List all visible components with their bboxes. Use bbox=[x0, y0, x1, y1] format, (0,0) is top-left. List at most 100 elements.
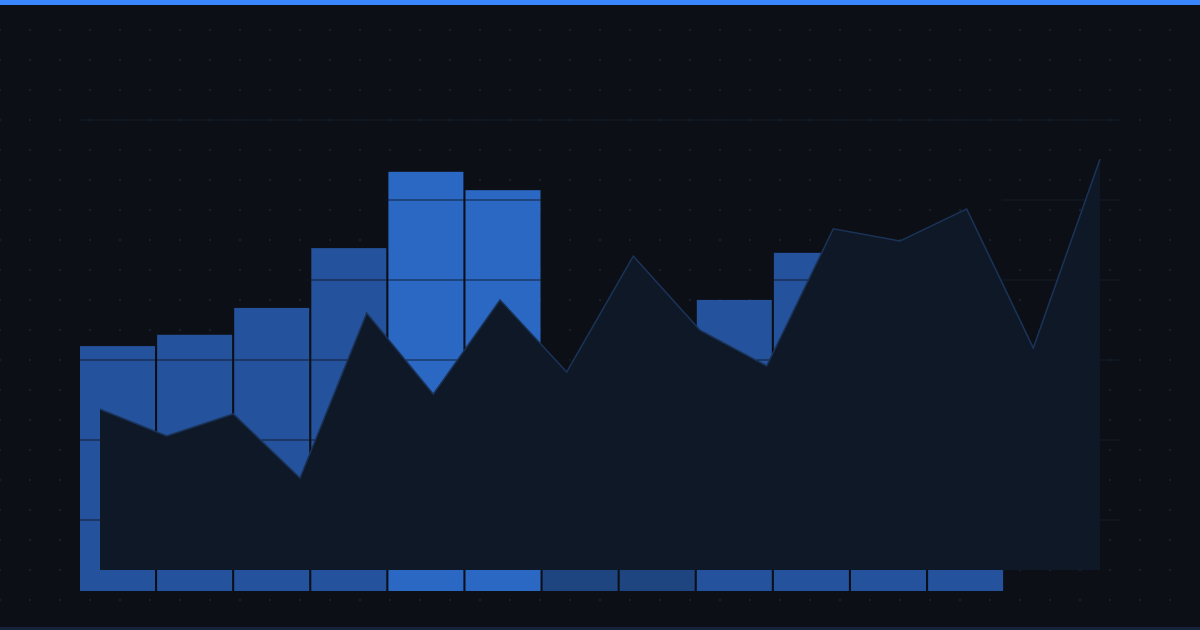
grid-dot bbox=[809, 149, 811, 151]
grid-dot bbox=[29, 239, 31, 241]
grid-dot bbox=[569, 179, 571, 181]
grid-dot bbox=[179, 149, 181, 151]
grid-dot bbox=[689, 209, 691, 211]
grid-dot bbox=[209, 299, 211, 301]
grid-dot bbox=[749, 599, 751, 601]
grid-dot bbox=[89, 59, 91, 61]
grid-dot bbox=[839, 29, 841, 31]
grid-dot bbox=[119, 29, 121, 31]
grid-dot bbox=[89, 239, 91, 241]
grid-dot bbox=[1139, 509, 1141, 511]
grid-dot bbox=[539, 599, 541, 601]
grid-dot bbox=[299, 29, 301, 31]
grid-dot bbox=[89, 299, 91, 301]
grid-dot bbox=[119, 179, 121, 181]
grid-dot bbox=[809, 209, 811, 211]
grid-dot bbox=[269, 599, 271, 601]
grid-dot bbox=[209, 59, 211, 61]
grid-dot bbox=[29, 599, 31, 601]
grid-dot bbox=[1139, 269, 1141, 271]
grid-dot bbox=[629, 89, 631, 91]
grid-dot bbox=[749, 29, 751, 31]
grid-dot bbox=[29, 299, 31, 301]
grid-dot bbox=[1139, 119, 1141, 121]
grid-dot bbox=[299, 269, 301, 271]
grid-dot bbox=[869, 29, 871, 31]
grid-dot bbox=[779, 59, 781, 61]
grid-dot bbox=[1109, 59, 1111, 61]
grid-dot bbox=[989, 59, 991, 61]
grid-dot bbox=[449, 149, 451, 151]
grid-dot bbox=[359, 89, 361, 91]
grid-dot bbox=[809, 59, 811, 61]
grid-dot bbox=[719, 599, 721, 601]
grid-dot bbox=[659, 239, 661, 241]
grid-dot bbox=[479, 89, 481, 91]
grid-dot bbox=[59, 599, 61, 601]
grid-dot bbox=[1019, 269, 1021, 271]
grid-dot bbox=[599, 29, 601, 31]
grid-dot bbox=[389, 149, 391, 151]
grid-dot bbox=[59, 449, 61, 451]
grid-dot bbox=[179, 179, 181, 181]
grid-dot bbox=[1139, 209, 1141, 211]
grid-dot bbox=[779, 29, 781, 31]
grid-dot bbox=[569, 299, 571, 301]
grid-dot bbox=[509, 149, 511, 151]
grid-dot bbox=[1169, 29, 1171, 31]
grid-dot bbox=[1079, 59, 1081, 61]
grid-dot bbox=[959, 59, 961, 61]
grid-dot bbox=[509, 179, 511, 181]
grid-dot bbox=[749, 149, 751, 151]
grid-dot bbox=[329, 59, 331, 61]
grid-dot bbox=[629, 599, 631, 601]
grid-dot bbox=[989, 209, 991, 211]
grid-dot bbox=[89, 329, 91, 331]
grid-dot bbox=[1169, 569, 1171, 571]
grid-dot bbox=[1109, 509, 1111, 511]
grid-dot bbox=[899, 239, 901, 241]
grid-dot bbox=[419, 59, 421, 61]
grid-dot bbox=[599, 89, 601, 91]
grid-dot bbox=[749, 59, 751, 61]
grid-dot bbox=[1139, 149, 1141, 151]
grid-dot bbox=[329, 89, 331, 91]
grid-dot bbox=[359, 239, 361, 241]
grid-dot bbox=[299, 89, 301, 91]
grid-dot bbox=[449, 59, 451, 61]
grid-dot bbox=[179, 269, 181, 271]
grid-dot bbox=[1169, 359, 1171, 361]
grid-dot bbox=[599, 179, 601, 181]
grid-dot bbox=[29, 569, 31, 571]
grid-dot bbox=[29, 449, 31, 451]
grid-dot bbox=[149, 209, 151, 211]
grid-dot bbox=[29, 539, 31, 541]
area-fill bbox=[100, 159, 1100, 570]
grid-dot bbox=[119, 299, 121, 301]
grid-dot bbox=[839, 179, 841, 181]
grid-dot bbox=[959, 149, 961, 151]
grid-dot bbox=[239, 149, 241, 151]
grid-dot bbox=[839, 599, 841, 601]
grid-dot bbox=[809, 29, 811, 31]
grid-dot bbox=[59, 419, 61, 421]
grid-dot bbox=[269, 89, 271, 91]
grid-dot bbox=[1079, 149, 1081, 151]
grid-dot bbox=[479, 599, 481, 601]
grid-dot bbox=[29, 509, 31, 511]
grid-dot bbox=[59, 59, 61, 61]
area-series bbox=[99, 158, 1101, 570]
grid-dot bbox=[479, 179, 481, 181]
grid-dot bbox=[149, 299, 151, 301]
grid-dot bbox=[89, 269, 91, 271]
grid-dot bbox=[0, 569, 1, 571]
grid-dot bbox=[359, 179, 361, 181]
grid-dot bbox=[1169, 179, 1171, 181]
grid-dot bbox=[239, 59, 241, 61]
grid-dot bbox=[1169, 269, 1171, 271]
grid-dot bbox=[209, 179, 211, 181]
grid-dot bbox=[509, 59, 511, 61]
grid-dot bbox=[119, 59, 121, 61]
grid-dot bbox=[269, 149, 271, 151]
bottom-border bbox=[0, 627, 1200, 630]
